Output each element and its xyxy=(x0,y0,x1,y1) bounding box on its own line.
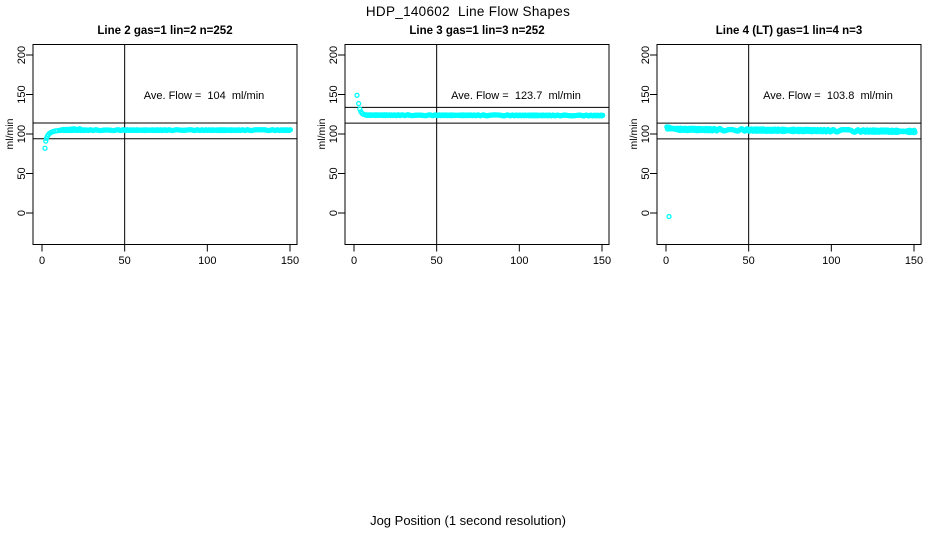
y-tick-label: 200 xyxy=(328,46,340,64)
y-tick-label: 100 xyxy=(640,125,652,143)
panel-3: Line 4 (LT) gas=1 lin=4 n=3 0 50 100 150 200 0… xyxy=(628,25,923,267)
y-tick-label: 50 xyxy=(16,167,28,179)
x-tick-label: 50 xyxy=(119,255,131,267)
x-tick-label: 100 xyxy=(822,255,840,267)
y-axis-unit: ml/min xyxy=(628,118,640,149)
ave-flow-annotation: Ave. Flow = 104 ml/min xyxy=(144,90,265,102)
y-tick-label: 50 xyxy=(328,167,340,179)
y-tick-label: 200 xyxy=(16,46,28,64)
data-points xyxy=(664,124,918,220)
x-tick-label: 100 xyxy=(198,255,216,267)
y-tick-label: 0 xyxy=(640,210,652,216)
x-tick-label: 150 xyxy=(593,255,611,267)
x-tick-label: 0 xyxy=(39,255,45,267)
panel-title: Line 3 gas=1 lin=3 n=252 xyxy=(409,25,544,37)
panel-1: Line 2 gas=1 lin=2 n=252 0 50 100 150 200 0 50 1… xyxy=(4,25,299,267)
x-tick-label: 0 xyxy=(351,255,357,267)
panels-group: Line 2 gas=1 lin=2 n=252 0 50 100 150 200 0 50 1… xyxy=(4,25,923,267)
x-tick-label: 50 xyxy=(431,255,443,267)
x-tick-label: 50 xyxy=(743,255,755,267)
x-tick-label: 0 xyxy=(663,255,669,267)
ave-flow-annotation: Ave. Flow = 103.8 ml/min xyxy=(763,90,893,102)
figure-title: HDP_140602 Line Flow Shapes xyxy=(366,4,570,19)
y-tick-label: 0 xyxy=(328,210,340,216)
x-axis-title: Jog Position (1 second resolution) xyxy=(370,513,566,528)
y-axis-unit: ml/min xyxy=(4,118,16,149)
data-points xyxy=(42,126,293,151)
plot-box xyxy=(344,44,610,245)
x-tick-label: 100 xyxy=(510,255,528,267)
panel-2: Line 3 gas=1 lin=3 n=252 0 50 100 150 200 0 50 1… xyxy=(316,25,611,267)
y-tick-label: 200 xyxy=(640,46,652,64)
y-tick-label: 0 xyxy=(16,210,28,216)
panel-title: Line 4 (LT) gas=1 lin=4 n=3 xyxy=(716,25,862,37)
plot-box xyxy=(32,44,298,245)
x-tick-label: 150 xyxy=(281,255,299,267)
y-tick-label: 150 xyxy=(16,85,28,103)
y-tick-label: 100 xyxy=(16,125,28,143)
panel-title: Line 2 gas=1 lin=2 n=252 xyxy=(97,25,232,37)
y-tick-label: 150 xyxy=(640,85,652,103)
y-tick-label: 100 xyxy=(328,125,340,143)
y-tick-label: 50 xyxy=(640,167,652,179)
data-points xyxy=(354,92,606,119)
y-tick-label: 150 xyxy=(328,85,340,103)
x-tick-label: 150 xyxy=(905,255,923,267)
plot-box xyxy=(656,44,922,245)
y-axis-unit: ml/min xyxy=(316,118,328,149)
ave-flow-annotation: Ave. Flow = 123.7 ml/min xyxy=(451,90,581,102)
